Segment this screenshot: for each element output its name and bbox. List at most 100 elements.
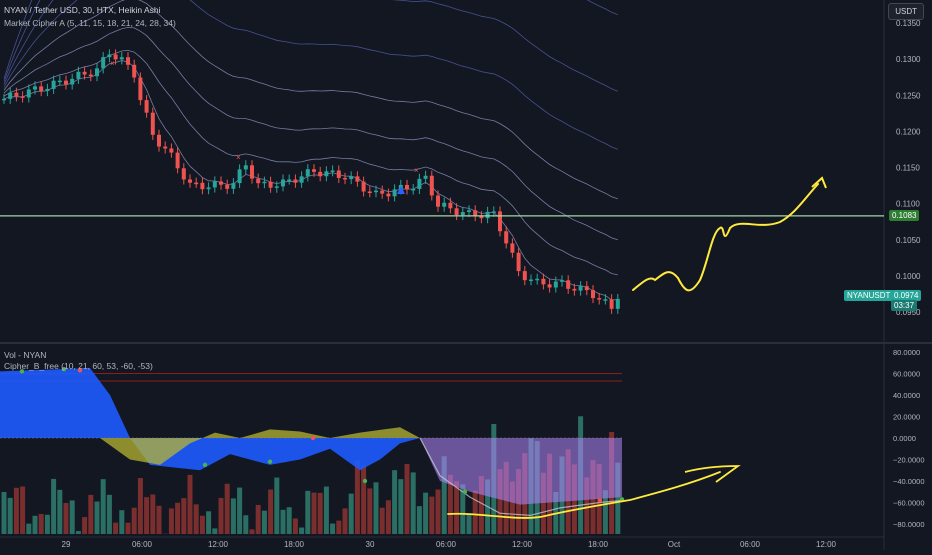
osc-tick-label: 0.0000 (893, 434, 916, 443)
candle (95, 68, 99, 76)
candle (14, 93, 18, 97)
time-tick-label: 06:00 (740, 540, 761, 549)
volume-bar (312, 493, 317, 534)
candle (52, 81, 56, 89)
volume-bar (194, 504, 199, 534)
volume-bar (14, 488, 19, 534)
volume-bar (343, 508, 348, 534)
candle (138, 78, 142, 101)
volume-bar (39, 514, 44, 534)
time-tick-label: 18:00 (284, 540, 305, 549)
candle (386, 194, 390, 197)
osc-tick-label: −20.0000 (893, 456, 925, 465)
time-tick-label: 06:00 (436, 540, 457, 549)
candle (21, 96, 25, 98)
volume-bar (181, 498, 186, 534)
price-tick-label: 0.1200 (896, 127, 921, 136)
symbol-legend[interactable]: NYAN / Tether USD, 30, HTX, Heikin Ashi (4, 5, 161, 15)
candle (535, 279, 539, 281)
volume-legend[interactable]: Vol - NYAN (4, 350, 46, 360)
candle (281, 180, 285, 187)
candle (362, 182, 366, 192)
cross-dot (203, 463, 207, 467)
candle (107, 54, 111, 57)
candle (324, 171, 328, 176)
osc-tick-label: −60.0000 (893, 499, 925, 508)
candle (597, 298, 601, 300)
volume-bar (336, 521, 341, 534)
candle (132, 65, 136, 78)
candle (541, 279, 545, 285)
price-tick-label: 0.1050 (896, 236, 921, 245)
volume-bar (45, 515, 50, 534)
candle (405, 185, 409, 190)
time-tick-label: 29 (62, 540, 71, 549)
candle (374, 191, 378, 193)
price-tick-label: 0.1000 (896, 272, 921, 281)
cross-dot (268, 459, 272, 463)
candle (89, 75, 93, 77)
candle (169, 149, 173, 153)
volume-bar (219, 498, 224, 534)
candle (219, 181, 223, 184)
volume-bar (57, 490, 62, 534)
volume-bar (355, 461, 360, 534)
candle (448, 203, 452, 209)
osc-tick-label: −80.0000 (893, 520, 925, 529)
candle (207, 187, 211, 189)
indicator-legend[interactable]: Market Cipher A (5, 11, 15, 18, 21, 24, … (4, 18, 176, 28)
candle (343, 178, 347, 180)
volume-bar (138, 478, 143, 534)
cipher-legend[interactable]: Cipher_B_free (10, 21, 60, 53, -60, -53) (4, 361, 153, 371)
candle (424, 176, 428, 179)
candle (306, 169, 310, 176)
candle (269, 182, 273, 188)
volume-bar (206, 511, 211, 534)
volume-bar (287, 507, 292, 534)
candle (244, 165, 248, 169)
price-tick-label: 0.1250 (896, 91, 921, 100)
volume-bar (150, 494, 155, 534)
candle (182, 168, 186, 179)
currency-button[interactable]: USDT (888, 3, 924, 20)
candle (2, 99, 6, 101)
candle (120, 57, 124, 59)
candle (610, 299, 614, 309)
volume-bar (398, 479, 403, 534)
candle (27, 89, 31, 97)
volume-bar (380, 508, 385, 534)
volume-bar (405, 464, 410, 534)
volume-bar (467, 513, 472, 534)
candle (579, 286, 583, 290)
candle (492, 211, 496, 213)
volume-bar (386, 500, 391, 534)
volume-bar (169, 508, 174, 534)
osc-tick-label: 80.0000 (893, 348, 920, 357)
volume-bar (411, 472, 416, 534)
osc-tick-label: 60.0000 (893, 370, 920, 379)
volume-bar (417, 506, 422, 534)
osc-tick-label: 40.0000 (893, 391, 920, 400)
volume-bar (367, 488, 372, 534)
time-tick-label: Oct (668, 540, 681, 549)
candle (467, 210, 471, 212)
candle (163, 147, 167, 149)
volume-bar (132, 508, 137, 534)
candle (349, 176, 353, 179)
candle (473, 210, 477, 216)
volume-bar (268, 490, 273, 534)
candle (225, 185, 229, 189)
candle (442, 203, 446, 207)
candle (213, 181, 217, 187)
candle (64, 81, 68, 85)
candle (200, 183, 204, 189)
candle (572, 289, 576, 291)
candle (498, 211, 502, 231)
candle (287, 179, 291, 181)
volume-bar (237, 488, 242, 534)
volume-bar (33, 516, 38, 534)
volume-bar (113, 523, 118, 534)
volume-bar (256, 505, 261, 534)
